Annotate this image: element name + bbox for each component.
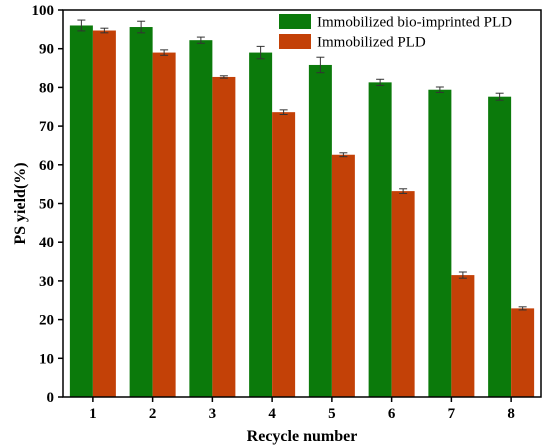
bar-series1-cat5 bbox=[308, 64, 332, 397]
y-tick-label: 0 bbox=[47, 390, 55, 406]
bar-series2-cat7 bbox=[451, 275, 475, 397]
bar-series2-cat5 bbox=[331, 154, 355, 397]
y-axis: 0 10 20 30 40 50 60 70 80 90 100 bbox=[32, 3, 63, 406]
error-bar-series2-cat1 bbox=[100, 27, 109, 34]
y-tick-label: 40 bbox=[39, 235, 54, 251]
y-tick-label: 70 bbox=[39, 119, 54, 135]
x-tick-label: 7 bbox=[448, 406, 456, 422]
error-bar-series2-cat6 bbox=[399, 188, 408, 194]
x-tick-label: 5 bbox=[328, 406, 336, 422]
bar-series1-cat3 bbox=[189, 40, 213, 397]
legend-item-series1: Immobilized bio-imprinted PLD bbox=[279, 14, 512, 31]
x-tick-label: 3 bbox=[209, 406, 217, 422]
y-tick-label: 90 bbox=[39, 42, 54, 58]
error-bar-series1-cat1 bbox=[77, 19, 86, 32]
error-bar-series1-cat3 bbox=[196, 36, 205, 44]
error-bar-series1-cat7 bbox=[435, 86, 444, 93]
error-bar-series2-cat2 bbox=[160, 49, 169, 56]
bar-series2-cat3 bbox=[212, 76, 236, 398]
x-axis: 1 2 3 4 5 6 7 8 bbox=[89, 397, 515, 422]
x-tick-label: 1 bbox=[89, 406, 97, 422]
y-tick-label: 50 bbox=[39, 197, 54, 213]
error-bar-series2-cat3 bbox=[219, 75, 228, 79]
error-bar-series1-cat5 bbox=[316, 56, 325, 74]
bar-series1-cat1 bbox=[69, 25, 93, 397]
legend-swatch bbox=[279, 34, 311, 49]
error-bar-series1-cat8 bbox=[495, 92, 504, 101]
x-tick-label: 8 bbox=[507, 406, 515, 422]
y-axis-title: PS yield(%) bbox=[12, 162, 29, 244]
error-bar-series2-cat8 bbox=[518, 306, 527, 311]
error-bar-series2-cat7 bbox=[458, 271, 467, 279]
bar-series2-cat2 bbox=[152, 52, 176, 397]
y-tick-label: 60 bbox=[39, 158, 54, 174]
y-tick-label: 80 bbox=[39, 80, 54, 96]
error-bar-series1-cat2 bbox=[137, 20, 146, 34]
error-bar-series1-cat4 bbox=[256, 45, 265, 60]
bar-series1-cat8 bbox=[488, 96, 512, 398]
x-tick-label: 2 bbox=[149, 406, 157, 422]
error-bar-series2-cat5 bbox=[339, 152, 348, 158]
bars-layer bbox=[69, 25, 535, 398]
legend-swatch bbox=[279, 14, 311, 29]
error-bar-series1-cat6 bbox=[376, 78, 385, 86]
y-tick-label: 20 bbox=[39, 313, 54, 329]
legend: Immobilized bio-imprinted PLD Immobilized… bbox=[279, 14, 512, 51]
error-bars-layer bbox=[77, 19, 527, 311]
bar-series1-cat4 bbox=[249, 52, 273, 397]
bar-series2-cat6 bbox=[391, 191, 415, 397]
x-axis-title: Recycle number bbox=[247, 428, 358, 445]
bar-series2-cat1 bbox=[92, 30, 116, 398]
legend-label: Immobilized PLD bbox=[317, 35, 426, 51]
bar-series1-cat7 bbox=[428, 89, 452, 398]
bar-series2-cat8 bbox=[511, 308, 535, 397]
x-tick-label: 6 bbox=[388, 406, 396, 422]
y-tick-label: 30 bbox=[39, 274, 54, 290]
legend-item-series2: Immobilized PLD bbox=[279, 34, 426, 51]
bar-series2-cat4 bbox=[272, 112, 296, 397]
error-bar-series2-cat4 bbox=[279, 109, 288, 115]
x-tick-label: 4 bbox=[268, 406, 276, 422]
bar-series1-cat2 bbox=[129, 27, 153, 397]
legend-label: Immobilized bio-imprinted PLD bbox=[317, 15, 512, 31]
y-tick-label: 100 bbox=[32, 3, 55, 19]
bar-series1-cat6 bbox=[368, 82, 392, 397]
y-tick-label: 10 bbox=[39, 351, 54, 367]
